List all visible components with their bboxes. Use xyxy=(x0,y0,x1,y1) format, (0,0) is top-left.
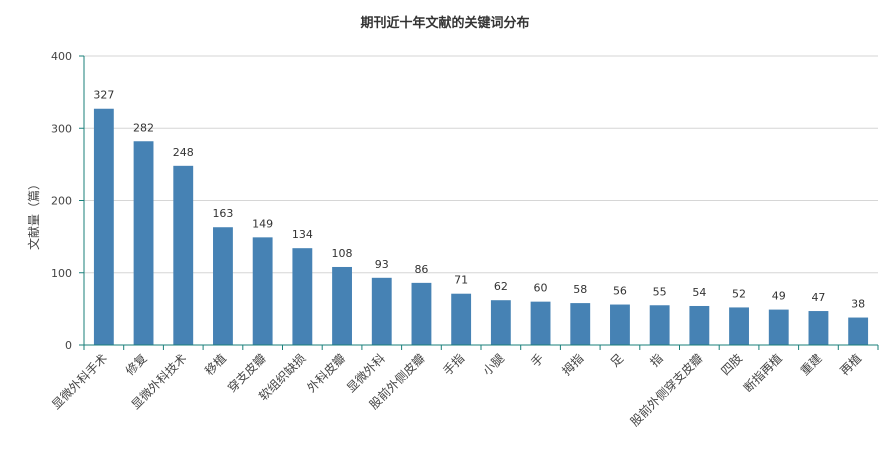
x-tick-label: 重建 xyxy=(798,351,825,378)
x-tick-label: 足 xyxy=(608,351,626,369)
bar xyxy=(292,248,313,345)
bar xyxy=(689,305,710,345)
bar xyxy=(649,305,670,345)
x-tick-label: 手 xyxy=(528,351,546,369)
chart-title: 期刊近十年文献的关键词分布 xyxy=(360,15,529,31)
x-tick-label: 手指 xyxy=(440,351,468,379)
data-label: 62 xyxy=(494,280,508,293)
data-label: 52 xyxy=(732,287,746,300)
data-label: 163 xyxy=(212,207,233,220)
y-axis-ticks: 0 100 200 300 400 xyxy=(51,50,84,352)
data-label: 93 xyxy=(375,258,389,271)
x-tick-label: 修复 xyxy=(122,351,150,379)
bar xyxy=(530,301,551,345)
bar xyxy=(768,309,789,345)
data-label: 55 xyxy=(653,285,667,298)
data-label: 86 xyxy=(414,263,428,276)
data-label: 49 xyxy=(772,290,786,303)
data-label: 282 xyxy=(133,121,154,134)
axes xyxy=(83,56,878,346)
x-tick-label: 指 xyxy=(647,351,666,370)
x-tick-label: 拇指 xyxy=(559,351,587,379)
data-label: 108 xyxy=(332,247,353,260)
bar xyxy=(570,303,591,345)
x-tick-label: 股前外侧穿支皮瓣 xyxy=(627,351,705,429)
data-label: 149 xyxy=(252,217,273,230)
y-tick-label: 400 xyxy=(51,50,72,63)
data-label: 60 xyxy=(534,282,548,295)
x-tick-label: 小腿 xyxy=(480,351,507,378)
data-label: 56 xyxy=(613,285,627,298)
bar xyxy=(93,108,114,346)
bar xyxy=(173,165,194,345)
bar xyxy=(610,304,630,345)
bar xyxy=(808,311,829,345)
bar xyxy=(213,227,233,345)
bar xyxy=(371,277,392,345)
x-tick-label: 外科皮瓣 xyxy=(304,351,348,395)
bars xyxy=(93,108,869,346)
x-tick-label: 再植 xyxy=(837,351,865,379)
x-tick-label: 显微外科手术 xyxy=(49,351,110,412)
bar xyxy=(729,307,749,345)
y-tick-label: 0 xyxy=(65,339,72,352)
gridlines xyxy=(84,55,878,274)
y-tick-label: 100 xyxy=(51,267,72,280)
x-tick-label: 四肢 xyxy=(718,351,746,379)
bar xyxy=(490,300,511,345)
data-label: 47 xyxy=(811,291,825,304)
x-tick-label: 移植 xyxy=(201,351,229,379)
data-label: 71 xyxy=(454,274,468,287)
data-label: 54 xyxy=(692,286,706,299)
bar xyxy=(252,237,273,345)
data-label: 248 xyxy=(173,146,194,159)
y-axis-label: 文献量（篇） xyxy=(26,178,41,250)
bar xyxy=(848,317,869,345)
y-tick-label: 300 xyxy=(51,122,72,135)
bar xyxy=(133,141,154,345)
y-tick-label: 200 xyxy=(51,195,72,208)
bar xyxy=(332,266,352,345)
data-label: 58 xyxy=(573,283,587,296)
bar xyxy=(451,293,472,345)
data-labels: 327 282 248 163 149 134 108 93 86 71 62 60 58 56 55 54 5… xyxy=(93,89,865,311)
data-label: 327 xyxy=(93,89,114,102)
data-label: 38 xyxy=(851,298,865,311)
x-tick-label: 断指再植 xyxy=(740,351,785,396)
bar xyxy=(411,282,432,345)
data-label: 134 xyxy=(292,228,313,241)
x-axis-ticks: 显微外科手术 修复显微外科技术 移植穿支皮瓣软组织缺损外科皮瓣显微外科股前外侧皮瓣手… xyxy=(49,345,879,429)
